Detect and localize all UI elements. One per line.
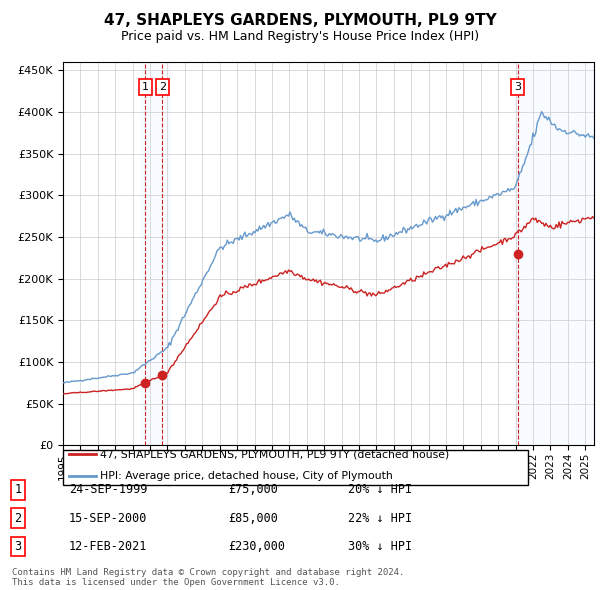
Text: Contains HM Land Registry data © Crown copyright and database right 2024.
This d: Contains HM Land Registry data © Crown c…: [12, 568, 404, 587]
Text: 47, SHAPLEYS GARDENS, PLYMOUTH, PL9 9TY (detached house): 47, SHAPLEYS GARDENS, PLYMOUTH, PL9 9TY …: [100, 450, 449, 459]
Text: 24-SEP-1999: 24-SEP-1999: [69, 483, 148, 496]
Text: £75,000: £75,000: [228, 483, 278, 496]
Text: 12-FEB-2021: 12-FEB-2021: [69, 540, 148, 553]
Text: £85,000: £85,000: [228, 512, 278, 525]
Bar: [142, 62, 169, 445]
Bar: [515, 62, 594, 445]
Text: 1: 1: [14, 483, 22, 496]
Text: 3: 3: [14, 540, 22, 553]
Text: 47, SHAPLEYS GARDENS, PLYMOUTH, PL9 9TY: 47, SHAPLEYS GARDENS, PLYMOUTH, PL9 9TY: [104, 13, 496, 28]
Text: 22% ↓ HPI: 22% ↓ HPI: [348, 512, 412, 525]
Text: Price paid vs. HM Land Registry's House Price Index (HPI): Price paid vs. HM Land Registry's House …: [121, 30, 479, 43]
Text: 2: 2: [14, 512, 22, 525]
Text: 30% ↓ HPI: 30% ↓ HPI: [348, 540, 412, 553]
Text: 20% ↓ HPI: 20% ↓ HPI: [348, 483, 412, 496]
Text: 15-SEP-2000: 15-SEP-2000: [69, 512, 148, 525]
Text: 1: 1: [142, 82, 149, 92]
Text: £230,000: £230,000: [228, 540, 285, 553]
Text: 3: 3: [514, 82, 521, 92]
Text: 2: 2: [159, 82, 166, 92]
Text: HPI: Average price, detached house, City of Plymouth: HPI: Average price, detached house, City…: [100, 471, 393, 481]
